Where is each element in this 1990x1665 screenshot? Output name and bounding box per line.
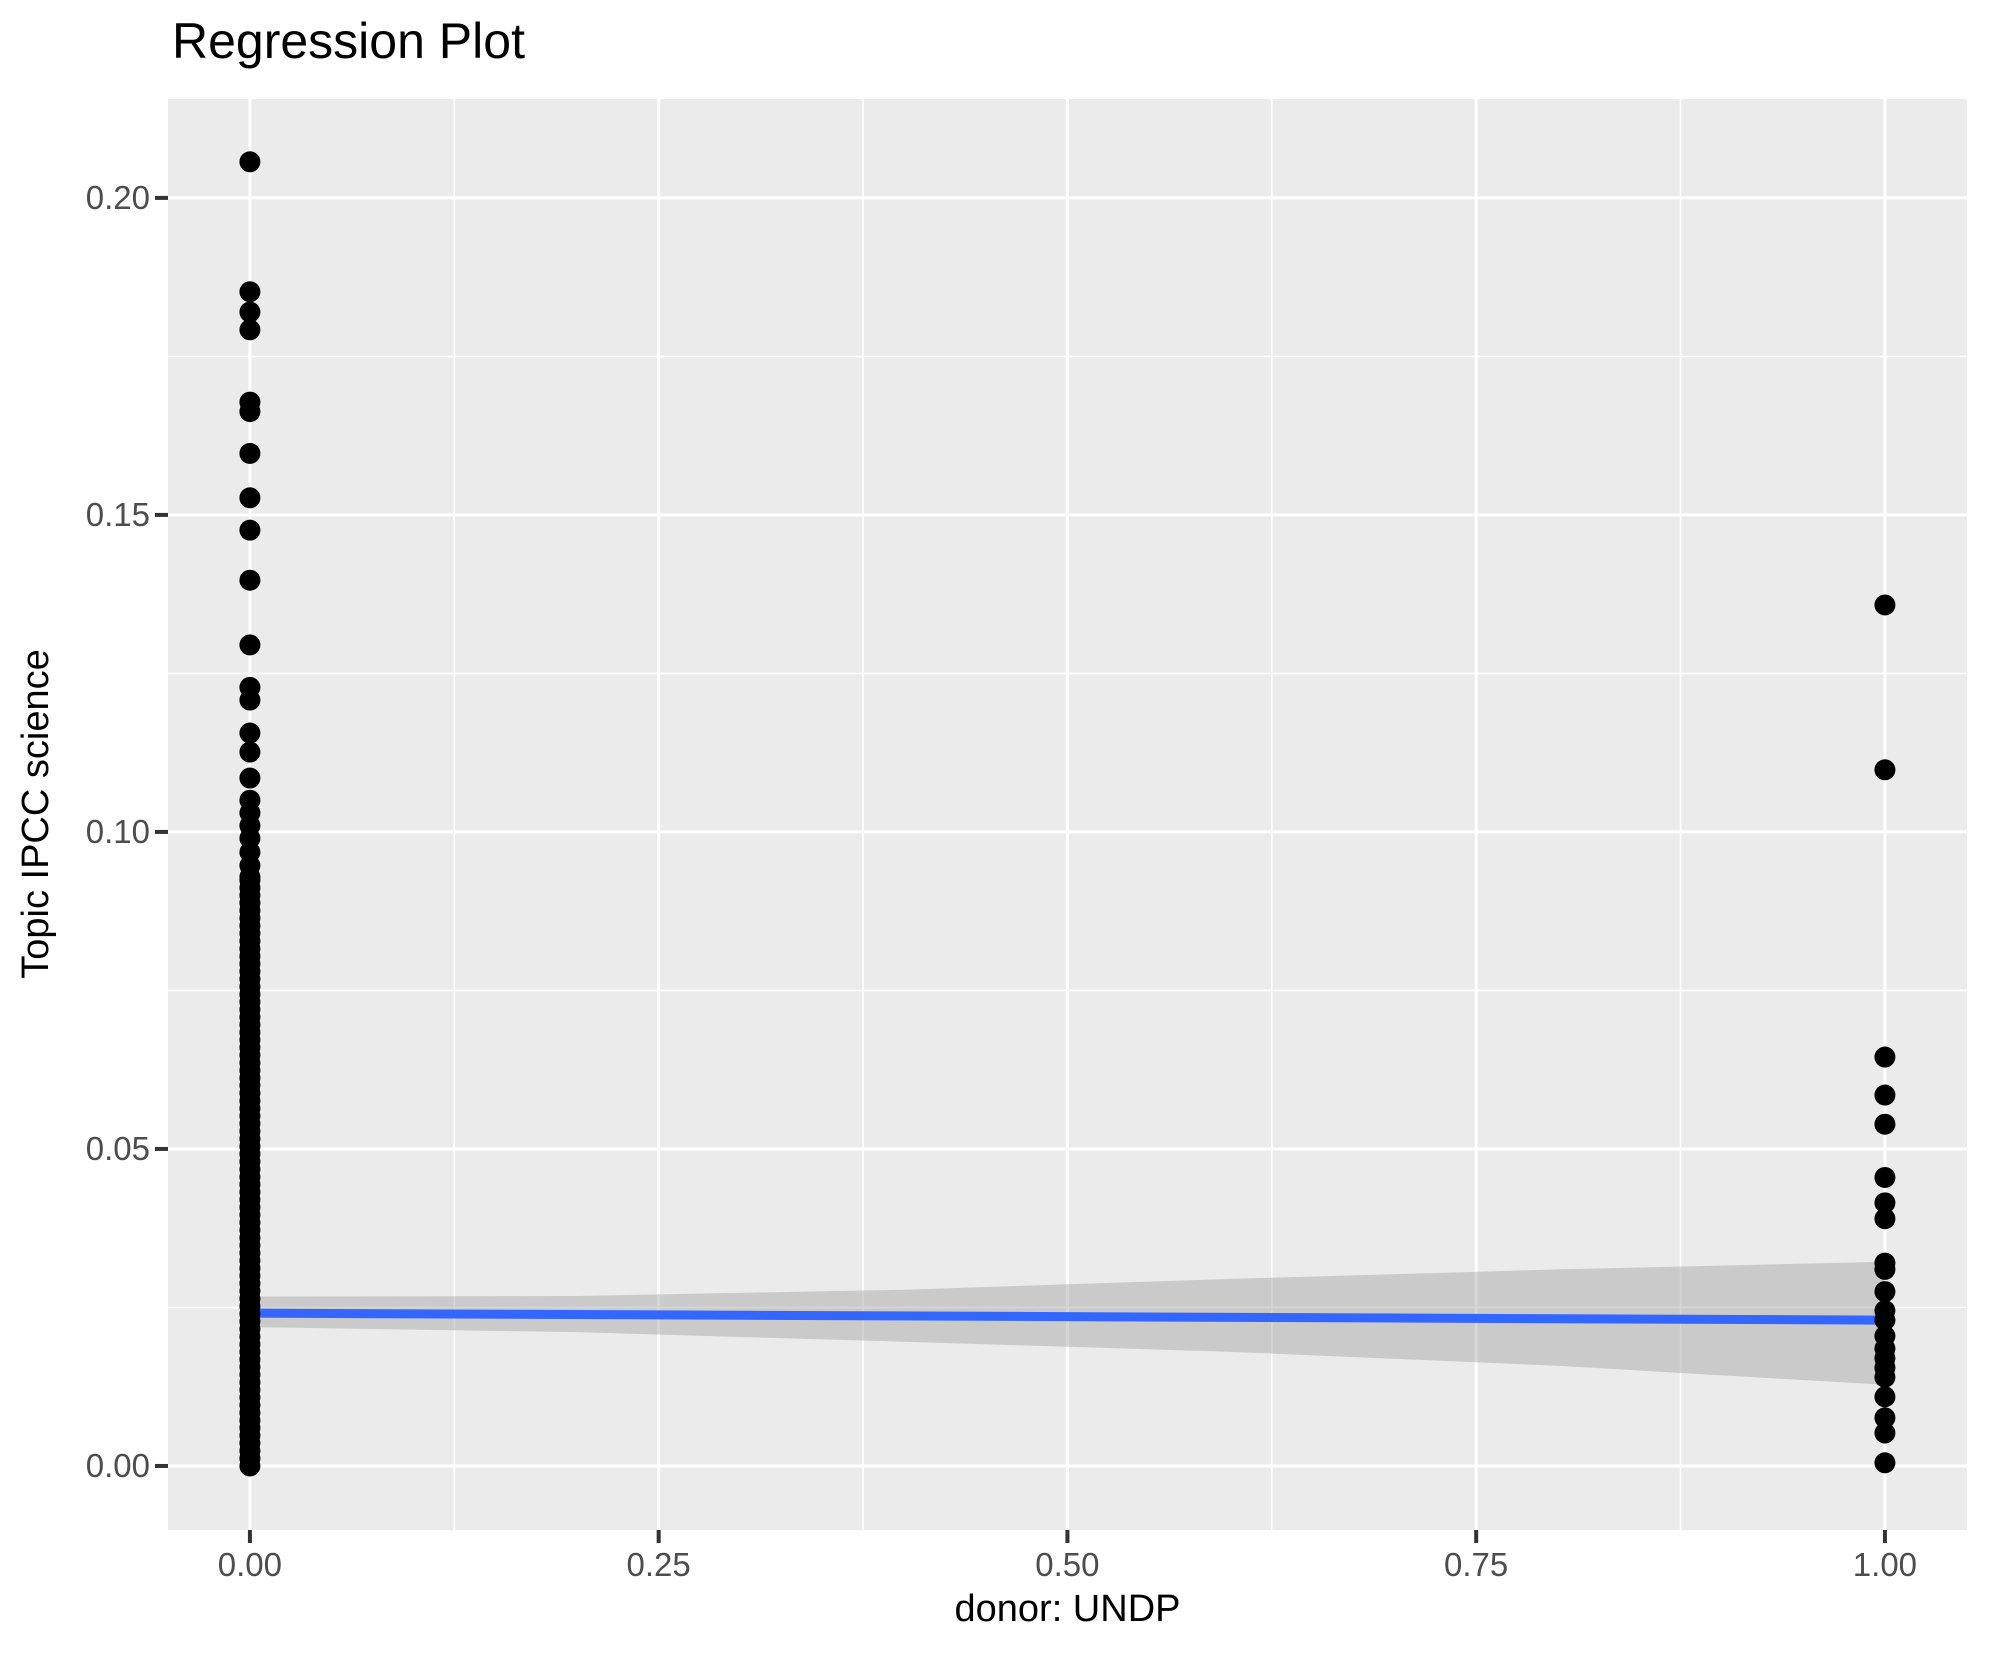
data-point (239, 401, 261, 423)
x-tick-label: 0.75 (1444, 1546, 1509, 1583)
data-point (239, 487, 261, 509)
confidence-band (249, 1261, 1885, 1385)
data-point (1874, 759, 1896, 781)
data-point (239, 519, 261, 541)
data-point (1874, 1452, 1896, 1474)
data-point-dense (239, 869, 261, 891)
data-point (1874, 1422, 1896, 1444)
x-tick-label: 0.25 (626, 1546, 691, 1583)
data-point (239, 569, 261, 591)
y-tick-label: 0.05 (85, 1129, 150, 1167)
data-point (239, 301, 261, 323)
data-point (1874, 1366, 1896, 1388)
data-point (1874, 1046, 1896, 1068)
data-point (239, 281, 261, 303)
y-tick-label: 0.10 (85, 812, 150, 850)
data-point (239, 634, 261, 656)
data-point (239, 767, 261, 789)
data-point (1874, 1208, 1896, 1230)
data-point (239, 689, 261, 711)
x-tick-label: 0.50 (1035, 1546, 1100, 1583)
data-point (1874, 1166, 1896, 1188)
regression-line (249, 1308, 1885, 1325)
data-point (239, 722, 261, 744)
data-point (239, 151, 261, 173)
data-point (239, 442, 261, 464)
data-point (1874, 1113, 1896, 1135)
data-point (239, 319, 261, 341)
data-point (1874, 1258, 1896, 1280)
data-point (1874, 1407, 1896, 1429)
x-tick-label: 0.00 (217, 1546, 283, 1583)
y-tick-label: 0.15 (85, 495, 150, 533)
x-axis-title: donor: UNDP (954, 1588, 1181, 1630)
data-point (1874, 1084, 1896, 1106)
x-tick-label: 1.00 (1852, 1546, 1918, 1583)
data-point (1874, 1309, 1896, 1331)
data-point (239, 741, 261, 763)
data-point (1874, 1386, 1896, 1408)
plot-title: Regression Plot (172, 13, 525, 69)
data-point (1874, 594, 1896, 616)
data-point (1874, 1192, 1896, 1214)
data-point (1874, 1281, 1896, 1303)
y-tick-label: 0.00 (85, 1446, 150, 1484)
y-tick-label: 0.20 (85, 178, 150, 216)
